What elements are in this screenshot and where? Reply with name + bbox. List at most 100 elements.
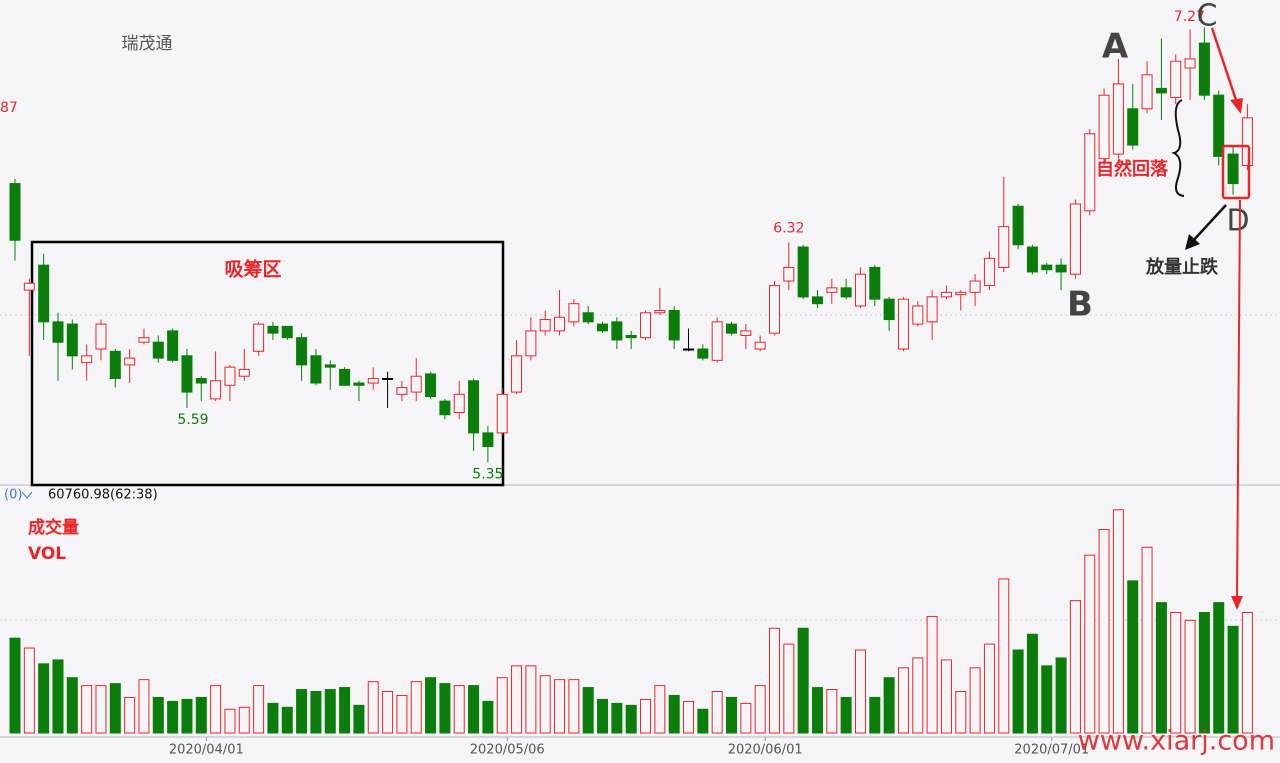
annotation: A [1102,27,1129,67]
volume-bar [811,687,823,734]
x-tick-label: 2020/07/01 [1014,743,1089,758]
candle-body [926,296,938,323]
candle-body [482,432,494,447]
candle-body [52,321,64,343]
arrow-head [1230,98,1243,114]
candle-body [296,337,308,366]
candle-body [281,325,293,339]
volume-bar [353,704,365,734]
candle-body [554,316,566,332]
volume-bar [697,708,709,734]
volume-bar [152,696,164,734]
volume-bar [23,647,35,734]
candle-body [23,282,35,291]
volume-bar [998,578,1010,734]
arrow-head [1231,596,1243,610]
candle-body [1026,246,1038,273]
volume-bar [482,700,494,734]
candle-body [453,393,465,413]
arrow-head [1185,234,1200,250]
candle-body [238,368,250,377]
candle-body [210,380,222,400]
candle-body [195,377,207,384]
candle-body [940,291,952,298]
volume-bar [339,687,351,734]
volume-bar [382,691,394,734]
volume-bar [324,689,336,734]
candle-body [396,387,408,395]
candle-body [1170,60,1182,98]
volume-bar [9,637,21,734]
candle-body [1184,58,1196,69]
volume-bar [167,700,179,734]
volume-bar [367,681,379,734]
candle-body [382,377,394,380]
volume-bar [210,685,222,734]
candle-body [138,337,150,343]
extreme-label: 5.35 [472,466,503,482]
candle-body [152,341,164,359]
highlight-box [1221,144,1251,200]
volume-bar [1127,580,1139,734]
volume-bar [1026,633,1038,734]
candle-body [568,303,580,323]
candle-body [811,296,823,305]
volume-bar [425,677,437,734]
candle-body [496,393,508,434]
candle-body [181,355,193,393]
volume-bar [683,700,695,734]
volume-bar [1012,649,1024,734]
candle-body [983,257,995,287]
candle-body [1227,153,1239,185]
volume-bar [195,696,207,734]
volume-bar [611,702,623,734]
candle-body [367,377,379,384]
volume-bar [668,694,680,734]
volume-bar [740,702,752,734]
volume-bar [1241,611,1253,734]
candle-body [654,309,666,314]
volume-bar [983,643,995,734]
dropdown[interactable] [21,491,33,499]
candle-body [511,355,523,393]
volume-bar [797,627,809,734]
candle-body [1012,205,1024,246]
candle-body [697,348,709,359]
candle-body [797,246,809,298]
volume-bar [754,685,766,734]
volume-bar [711,691,723,734]
candle-body [1041,264,1053,271]
candle-body [167,330,179,361]
volume-bar [95,685,107,734]
volume-subtitle: VOL [28,544,66,564]
candle-body [754,341,766,350]
annotation: 吸筹区 [224,258,281,281]
volume-bar [267,702,279,734]
volume-bar [1227,625,1239,734]
candle-body [912,305,924,325]
candle-body [9,183,21,241]
candle-body [324,364,336,368]
volume-bar [1069,600,1081,734]
volume-bar [1141,546,1153,734]
candle-body [711,321,723,361]
candle-body [1098,94,1110,160]
candle-body [1112,83,1124,155]
annotation: D [1226,204,1249,239]
candle-body [854,273,866,307]
volume-bar [511,665,523,734]
extreme-label: 6.32 [773,221,804,237]
volume-bar [1055,657,1067,734]
candle-body [224,366,236,386]
annotation: 87 [0,100,18,116]
candle-body [439,400,451,416]
volume-bar [109,683,121,734]
volume-bar [926,615,938,734]
volume-bar [181,698,193,734]
candle-body [109,350,121,379]
volume-bar [253,685,265,734]
volume-bar [897,667,909,734]
chart-title: 瑞茂通 [122,34,173,54]
volume-bar [138,679,150,734]
volume-bar [38,663,50,734]
